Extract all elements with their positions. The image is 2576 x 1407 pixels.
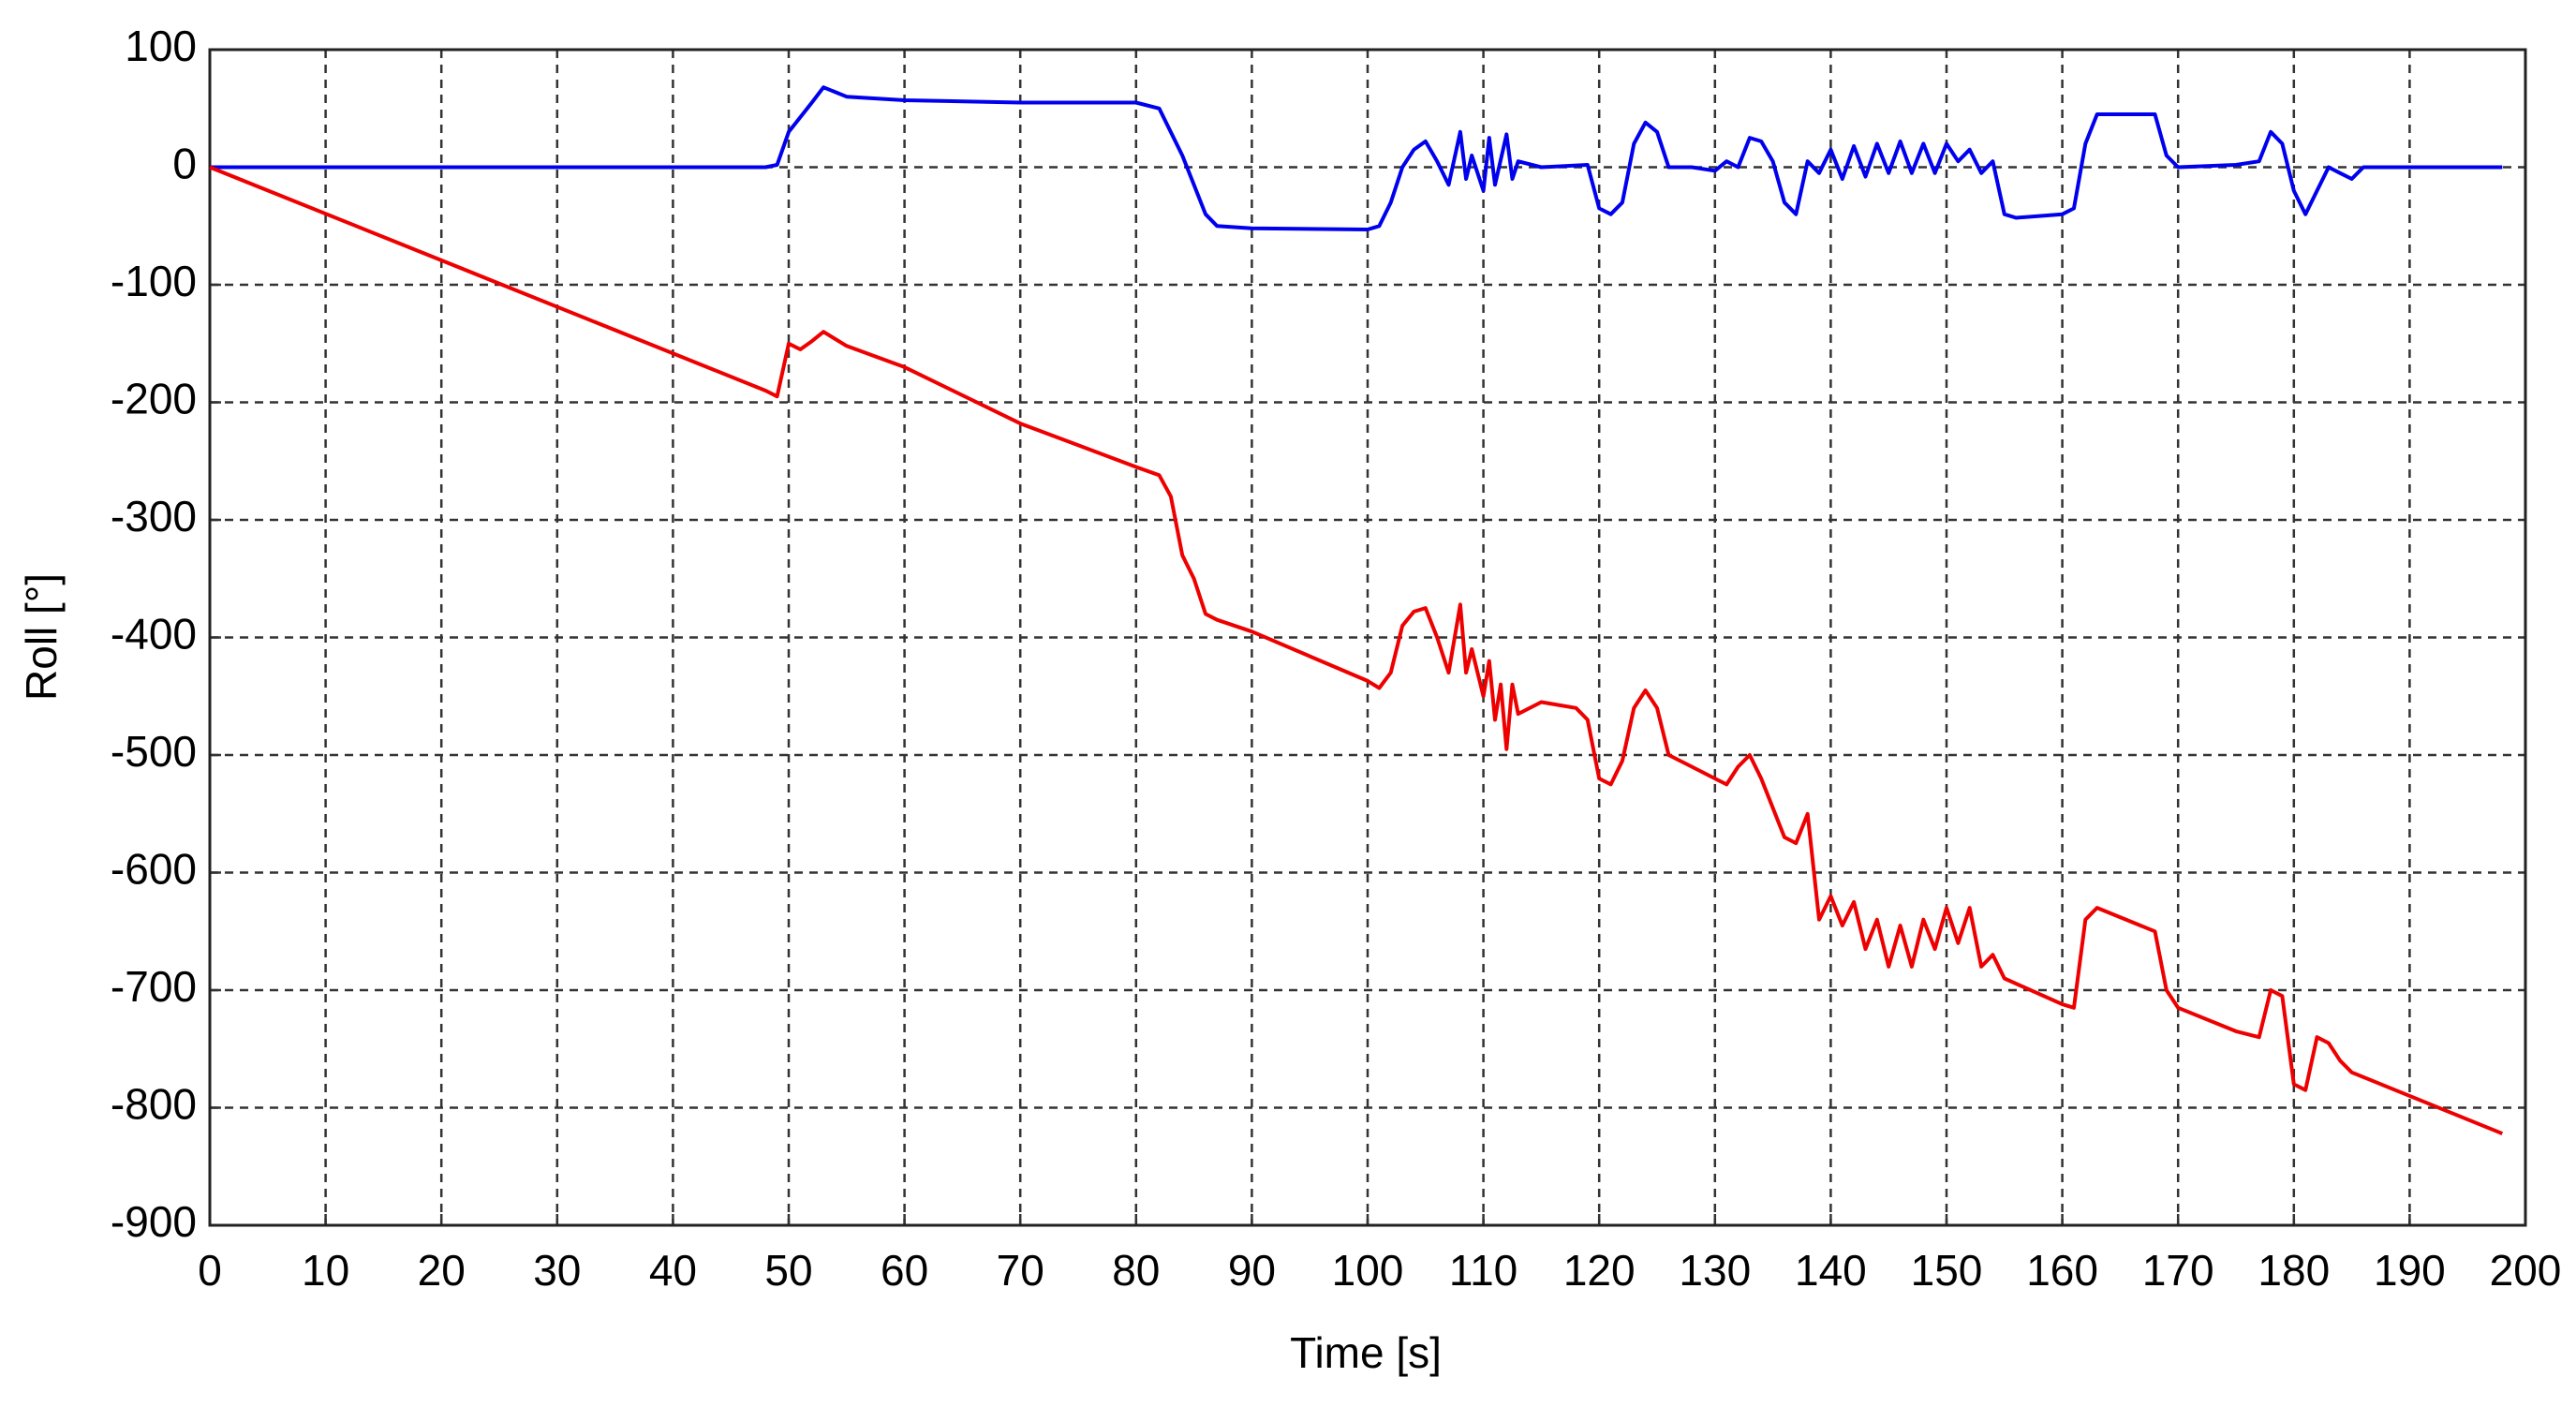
y-tick-label: -900: [111, 1197, 197, 1246]
x-tick-label: 180: [2258, 1246, 2330, 1295]
y-axis-label: Roll [°]: [17, 573, 66, 701]
plot-frame: [208, 48, 2527, 1227]
x-tick-label: 60: [881, 1246, 928, 1295]
x-tick-label: 120: [1563, 1246, 1636, 1295]
x-tick-label: 0: [198, 1246, 222, 1295]
x-axis-label: Time [s]: [1290, 1328, 1442, 1377]
x-tick-label: 140: [1795, 1246, 1867, 1295]
x-tick-label: 80: [1112, 1246, 1160, 1295]
y-tick-label: -300: [111, 492, 197, 541]
y-tick-label: -400: [111, 610, 197, 659]
x-tick-label: 100: [1332, 1246, 1404, 1295]
y-tick-label: 0: [172, 140, 197, 188]
y-tick-label: -700: [111, 962, 197, 1011]
x-tick-label: 50: [764, 1246, 812, 1295]
x-tick-label: 20: [418, 1246, 466, 1295]
x-tick-label: 70: [997, 1246, 1044, 1295]
x-tick-label: 110: [1449, 1246, 1517, 1295]
x-tick-label: 160: [2026, 1246, 2098, 1295]
series-line: [210, 85, 2503, 231]
x-tick-label: 150: [1911, 1246, 1983, 1295]
y-tick-label: -500: [111, 727, 197, 776]
x-tick-label: 30: [533, 1246, 581, 1295]
x-tick-label: 40: [649, 1246, 697, 1295]
y-tick-label: 100: [125, 22, 197, 70]
y-tick-label: -600: [111, 845, 197, 894]
y-tick-label: -100: [111, 257, 197, 305]
y-tick-label: -800: [111, 1080, 197, 1129]
x-tick-label: 200: [2490, 1246, 2562, 1295]
x-tick-label: 90: [1228, 1246, 1276, 1295]
x-tick-label: 10: [302, 1246, 349, 1295]
x-tick-label: 130: [1679, 1246, 1751, 1295]
x-tick-label: 190: [2374, 1246, 2446, 1295]
x-tick-label: 170: [2142, 1246, 2214, 1295]
series-line: [209, 165, 2504, 1135]
y-tick-label: -200: [111, 375, 197, 423]
